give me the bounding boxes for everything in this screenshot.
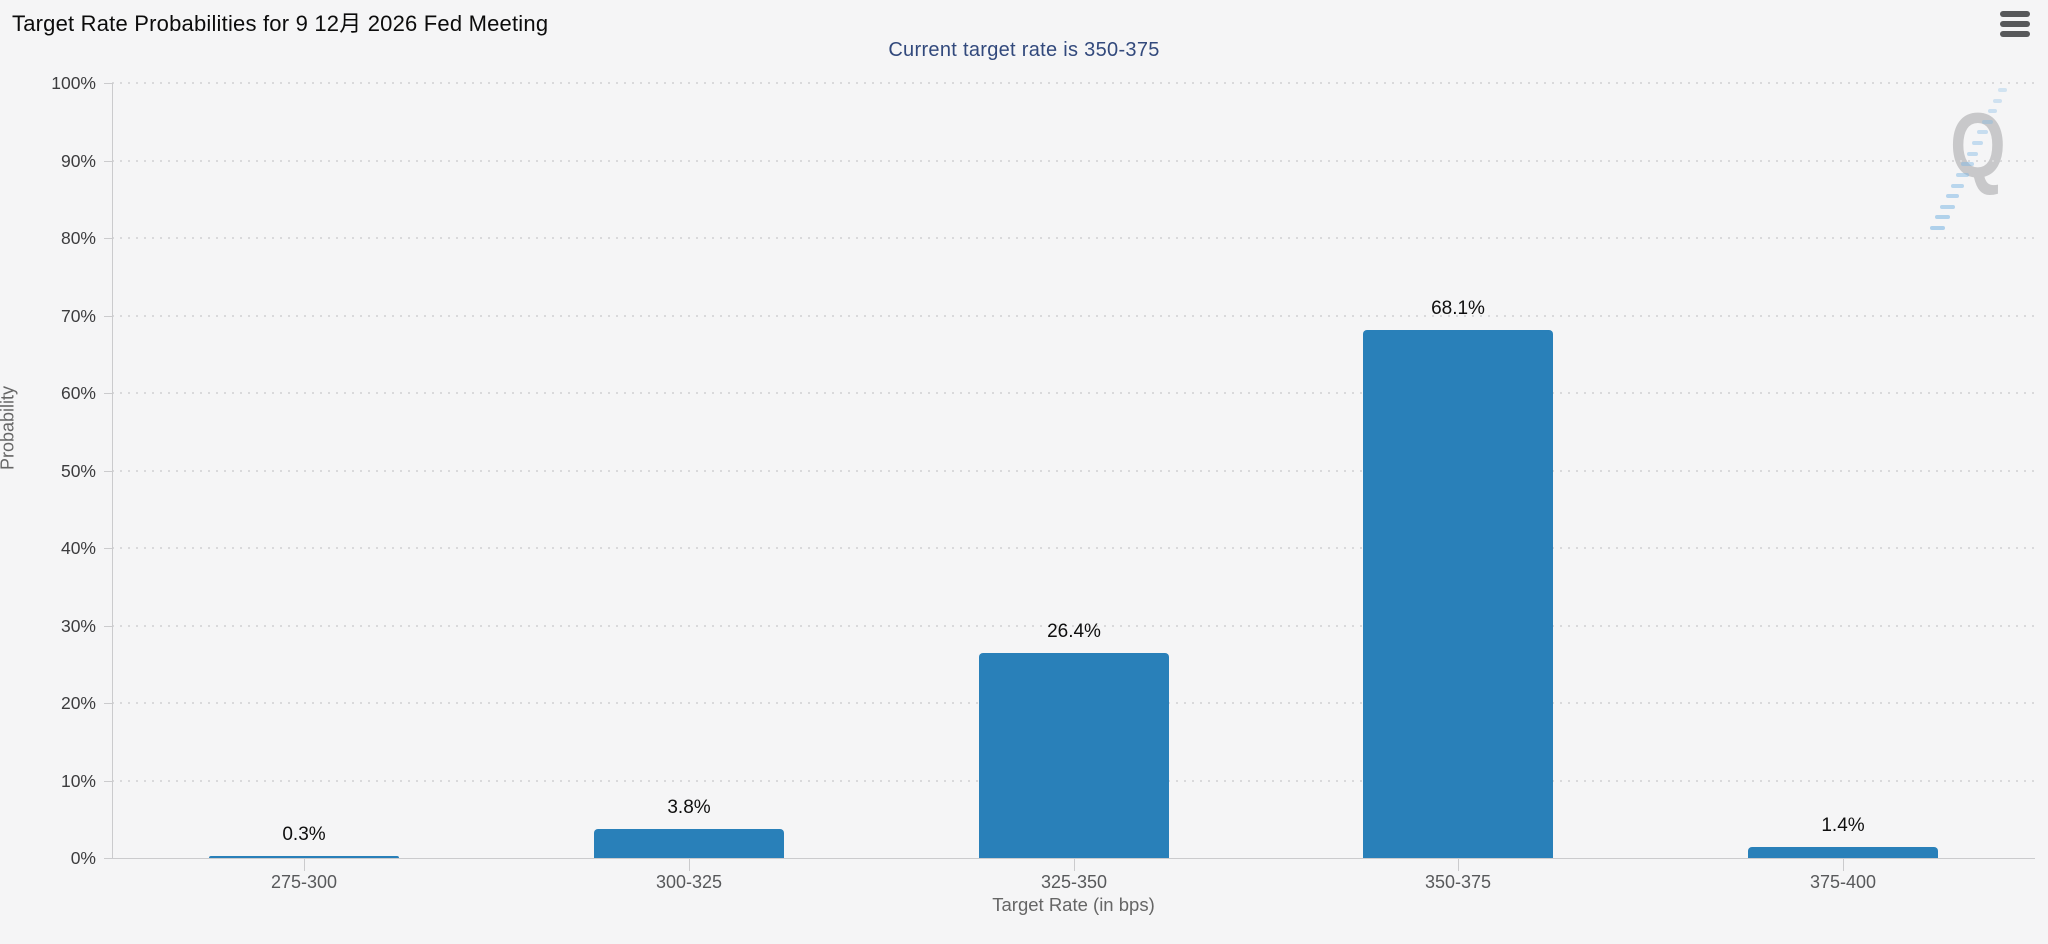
bar-value-label: 26.4%	[1047, 621, 1101, 643]
watermark-dash	[1940, 204, 1955, 209]
chart-context-menu-button[interactable]	[1998, 8, 2032, 40]
y-axis-tick-label: 30%	[60, 615, 96, 636]
y-axis-tick-label: 90%	[60, 150, 96, 171]
watermark-dash	[1945, 194, 1960, 199]
x-axis-tick	[1843, 859, 1844, 871]
y-axis-tick	[104, 548, 112, 549]
x-axis-tick	[1458, 859, 1459, 871]
y-gridline	[112, 237, 2035, 239]
y-axis-line	[112, 83, 113, 858]
y-axis-tick-label: 10%	[60, 770, 96, 791]
x-axis-category-label: 350-375	[1424, 872, 1492, 892]
x-axis-line	[112, 858, 2035, 859]
y-gridline	[112, 624, 2035, 627]
y-axis-tick	[104, 83, 112, 84]
x-axis-tick	[304, 859, 305, 871]
y-gridline	[112, 392, 2035, 394]
chart-title: Target Rate Probabilities for 9 12月 2026…	[12, 11, 549, 36]
x-axis-tick	[1074, 859, 1075, 871]
y-axis-tick	[104, 160, 112, 162]
y-axis-tick-label: 0%	[70, 848, 96, 868]
watermark-dash	[1935, 215, 1950, 220]
y-axis-tick	[104, 315, 112, 317]
y-axis-tick-label: 80%	[60, 228, 96, 248]
watermark-dash	[1961, 162, 1974, 167]
x-axis-tick	[689, 859, 690, 871]
bar-value-label: 1.4%	[1821, 815, 1865, 837]
hamburger-menu-icon	[2000, 11, 2030, 37]
bar-value-label: 0.3%	[282, 823, 326, 845]
probability-bar[interactable]	[209, 855, 399, 858]
chart-subtitle: Current target rate is 350-375	[888, 39, 1160, 61]
y-axis-tick	[104, 393, 112, 394]
y-gridline	[112, 159, 2035, 162]
y-axis-tick-label: 50%	[60, 460, 96, 481]
y-axis-tick	[104, 858, 112, 859]
x-axis-category-label: 325-350	[1040, 872, 1108, 892]
watermark-dash	[1971, 141, 1984, 146]
watermark-dash	[1992, 98, 2003, 103]
y-axis-tick-label: 60%	[60, 383, 96, 403]
watermark-dash	[1956, 172, 1969, 177]
probability-bar[interactable]	[1748, 847, 1938, 858]
watermark-dash	[1950, 183, 1965, 188]
watermark-dash	[1987, 109, 1998, 114]
x-axis-category-label: 375-400	[1809, 872, 1877, 892]
y-axis-tick	[104, 780, 112, 782]
probability-bar[interactable]	[979, 653, 1169, 858]
probability-bar[interactable]	[1363, 330, 1553, 858]
y-axis-tick	[104, 625, 112, 627]
y-gridline	[112, 82, 2035, 84]
bar-value-label: 68.1%	[1431, 298, 1485, 320]
y-axis-tick-label: 100%	[51, 73, 96, 93]
x-axis-category-label: 300-325	[655, 872, 723, 892]
y-axis-tick-label: 40%	[60, 538, 96, 558]
y-axis-tick	[104, 703, 112, 704]
x-axis-title: Target Rate (in bps)	[992, 894, 1155, 915]
watermark-dash	[1982, 119, 1993, 124]
watermark-dash	[1998, 88, 2007, 92]
y-gridline	[112, 547, 2035, 549]
watermark-dash	[1977, 130, 1988, 135]
bar-value-label: 3.8%	[667, 796, 711, 818]
y-gridline	[112, 314, 2035, 317]
y-axis-tick	[104, 470, 112, 472]
y-axis-tick	[104, 238, 112, 239]
watermark-dash	[1930, 226, 1945, 230]
y-gridline	[112, 469, 2035, 472]
watermark-dash	[1966, 151, 1979, 156]
probability-bar[interactable]	[594, 828, 784, 858]
x-axis-category-label: 275-300	[270, 872, 338, 892]
watermark-q-icon: Q	[1950, 95, 2006, 197]
y-axis-tick-label: 20%	[60, 693, 96, 713]
y-axis-tick-label: 70%	[60, 305, 96, 326]
